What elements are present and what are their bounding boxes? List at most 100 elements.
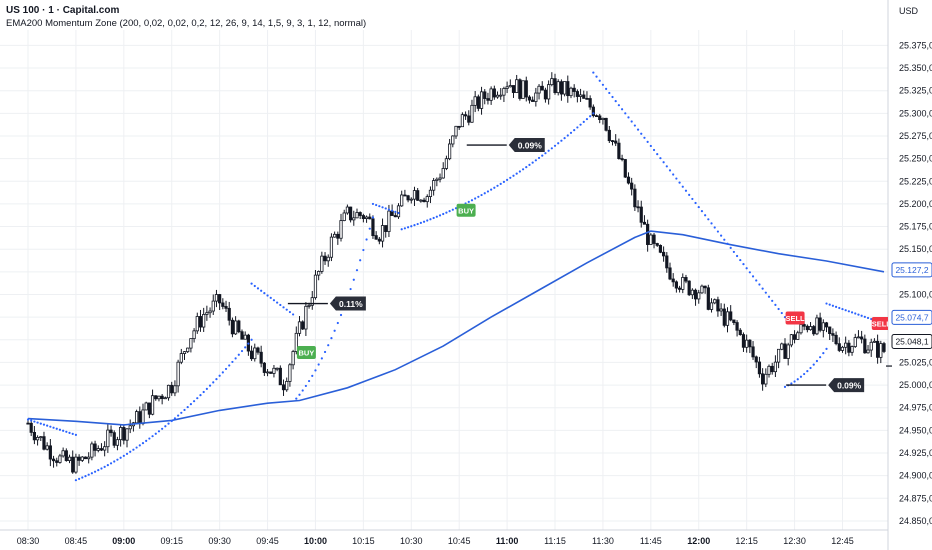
candle xyxy=(368,213,372,220)
sar-dot xyxy=(221,371,224,374)
sar-dot xyxy=(74,433,78,436)
candle-body-down xyxy=(99,448,104,451)
symbol-title[interactable]: US 100 · 1 · Capital.com xyxy=(6,5,120,16)
candle-body-down xyxy=(256,347,260,353)
sar-dot xyxy=(410,225,413,228)
candle xyxy=(58,453,62,464)
y-tick-label: 25.350,0 xyxy=(899,63,932,73)
candle-body-up xyxy=(163,397,167,400)
candle-body-down xyxy=(792,334,797,340)
candle-body-down xyxy=(706,287,710,310)
candle xyxy=(690,288,694,300)
candle xyxy=(345,204,350,215)
candle xyxy=(719,303,723,316)
candle-body-down xyxy=(518,79,522,99)
sar-dot xyxy=(681,185,684,188)
sar-dot xyxy=(180,411,183,414)
sar-dot xyxy=(167,422,170,425)
candle-body-up xyxy=(435,178,439,181)
sar-dot xyxy=(684,189,688,192)
sar-dot xyxy=(215,377,218,381)
candle-body-down xyxy=(160,395,164,399)
sar-dot xyxy=(620,108,624,111)
candle-body-down xyxy=(639,206,643,223)
sar-dot xyxy=(812,363,815,366)
candle-body-down xyxy=(384,225,388,232)
sar-dot xyxy=(710,222,713,225)
candle-body-up xyxy=(103,446,107,451)
candle-body-down xyxy=(467,115,471,123)
sar-dot xyxy=(550,147,553,150)
candle-body-up xyxy=(106,429,110,448)
candle-body-down xyxy=(524,80,528,98)
sar-dot xyxy=(288,310,292,314)
candle-body-down xyxy=(652,234,656,244)
candle-body-up xyxy=(202,314,206,328)
sar-dot xyxy=(317,363,320,366)
sar-dot xyxy=(129,450,132,453)
candle xyxy=(856,330,861,339)
sar-dot xyxy=(26,418,30,421)
candle xyxy=(208,307,212,318)
y-tick-label: 24.850,0 xyxy=(899,516,932,526)
indicator-legend[interactable]: EMA200 Momentum Zone (200, 0,02, 0,02, 0… xyxy=(6,18,367,29)
sar-dot xyxy=(777,307,780,311)
candle-body-down xyxy=(594,115,599,118)
candle-body-up xyxy=(562,81,567,95)
candle-body-up xyxy=(186,347,190,353)
sar-dot xyxy=(419,221,422,224)
sar-dot xyxy=(611,95,614,99)
candle xyxy=(607,126,611,143)
candle xyxy=(757,356,762,378)
candle-body-down xyxy=(393,215,397,218)
candle xyxy=(646,219,650,252)
candle-body-down xyxy=(668,267,672,280)
candle-body-up xyxy=(853,337,857,347)
candle-body-up xyxy=(208,310,212,314)
sar-dot xyxy=(783,385,787,388)
sar-dot xyxy=(52,426,55,429)
sar-dot xyxy=(307,379,311,383)
sar-dot xyxy=(486,190,490,193)
sar-dot xyxy=(365,238,368,241)
candle xyxy=(553,73,557,95)
sar-dot xyxy=(148,437,151,440)
signal-box xyxy=(456,203,476,217)
candle-body-down xyxy=(540,85,544,91)
candle xyxy=(489,86,493,105)
candle-body-down xyxy=(32,431,36,441)
x-tick-label: 11:30 xyxy=(592,536,614,546)
candle xyxy=(527,95,532,104)
candle-body-down xyxy=(847,342,851,353)
candle xyxy=(626,172,631,185)
candle-body-up xyxy=(550,78,554,86)
sar-dot xyxy=(403,227,406,230)
candle xyxy=(35,435,40,446)
buy-signal: BUY xyxy=(296,345,316,359)
candle-body-up xyxy=(144,402,148,411)
candle-body-down xyxy=(626,176,631,184)
callout: 0.09% xyxy=(466,138,545,153)
callout-label: 0.09% xyxy=(518,141,543,151)
candle-body-up xyxy=(505,86,509,89)
candle xyxy=(154,395,158,401)
candle-body-up xyxy=(521,80,525,99)
candle xyxy=(451,135,455,148)
sar-dot xyxy=(292,313,295,316)
sar-dot xyxy=(260,289,263,292)
sar-dot xyxy=(573,129,576,132)
sar-dot xyxy=(720,234,723,237)
candle xyxy=(166,384,171,401)
sar-dot xyxy=(627,116,630,119)
sar-dot xyxy=(774,303,777,307)
sar-dot xyxy=(282,306,285,309)
candle-body-down xyxy=(703,285,707,289)
candle-body-up xyxy=(879,343,883,358)
sar-dot xyxy=(509,176,512,179)
candle xyxy=(572,84,576,98)
candle-body-down xyxy=(281,384,286,391)
candle xyxy=(662,246,666,262)
candle-body-up xyxy=(320,255,324,272)
sar-dot xyxy=(822,352,825,355)
